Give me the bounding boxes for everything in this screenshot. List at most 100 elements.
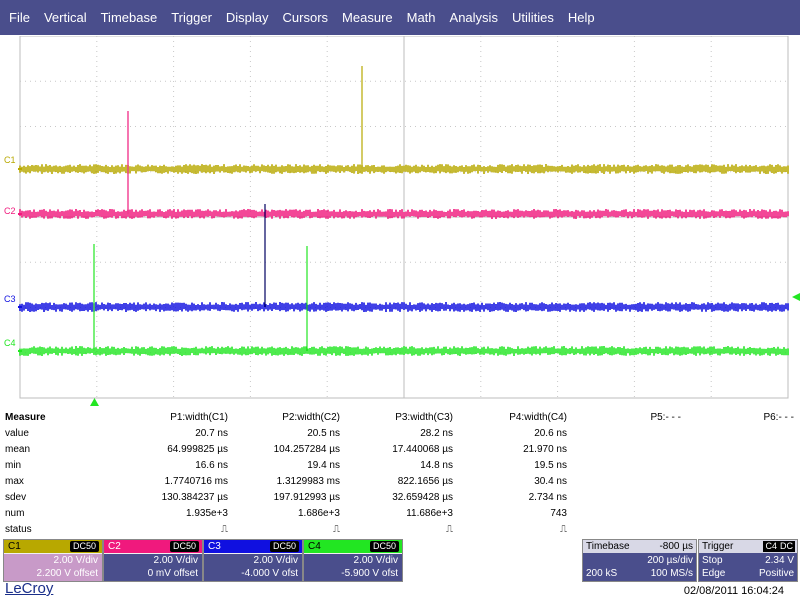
p1-header[interactable]: P1:width(C1) (170, 412, 228, 423)
cell: 1.686e+3 (298, 508, 340, 519)
cell: 19.5 ns (534, 460, 567, 471)
measure-row-value: value 20.7 ns 20.5 ns 28.2 ns 20.6 ns (0, 426, 800, 442)
timebase-panel[interactable]: Timebase -800 µs 200 µs/div 200 kS 100 M… (582, 539, 697, 582)
trigger-position-marker[interactable] (90, 398, 99, 406)
cell: 20.5 ns (307, 428, 340, 439)
c4-name: C4 (308, 541, 321, 552)
status-icon: ⎍ (333, 524, 340, 535)
trigger-type: Edge (702, 568, 726, 579)
c3-name: C3 (208, 541, 221, 552)
timebase-delay: -800 µs (659, 541, 693, 552)
measure-row-max: max 1.7740716 ms 1.3129983 ms 822.1656 µ… (0, 474, 800, 490)
trigger-level: 2.34 V (765, 555, 794, 566)
c2-header: C2 DC50 (104, 540, 202, 553)
trigger-panel[interactable]: Trigger C4 DC Stop 2.34 V Edge Positive (698, 539, 798, 582)
p6-header[interactable]: P6:- - - (763, 412, 794, 423)
waveform-traces (18, 66, 789, 356)
c1-name: C1 (8, 541, 21, 552)
p3-header[interactable]: P3:width(C3) (395, 412, 453, 423)
c3-offset: -4.000 V ofst (241, 568, 298, 579)
trigger-coupling-badge: DC (778, 541, 795, 552)
c4-offset: -5.900 V ofst (341, 568, 398, 579)
c4-header: C4 DC50 (304, 540, 402, 553)
c4-waveform (19, 346, 789, 356)
menu-cursors[interactable]: Cursors (282, 10, 329, 25)
c2-vdiv: 2.00 V/div (153, 555, 198, 566)
cell: 11.686e+3 (406, 508, 453, 519)
menu-help[interactable]: Help (567, 10, 595, 25)
measure-row-status: status ⎍ ⎍ ⎍ ⎍ (0, 522, 800, 538)
measure-row-min: min 16.6 ns 19.4 ns 14.8 ns 19.5 ns (0, 458, 800, 474)
p2-header[interactable]: P2:width(C2) (282, 412, 340, 423)
menu-trigger[interactable]: Trigger (171, 10, 212, 25)
channel-c2-panel[interactable]: C2 DC50 2.00 V/div 0 mV offset (103, 539, 203, 582)
cell: 19.4 ns (307, 460, 340, 471)
p5-header[interactable]: P5:- - - (650, 412, 681, 423)
waveform-canvas: C1 C2 C3 C4 (4, 36, 800, 406)
cell: 130.384237 µs (161, 492, 228, 503)
menu-file[interactable]: File (9, 10, 30, 25)
cell: 2.734 ns (528, 492, 567, 503)
menu-timebase[interactable]: Timebase (100, 10, 158, 25)
channel-c4-panel[interactable]: C4 DC50 2.00 V/div -5.900 V ofst (303, 539, 403, 582)
status-icon: ⎍ (446, 524, 453, 535)
measure-row-sdev: sdev 130.384237 µs 197.912993 µs 32.6594… (0, 490, 800, 506)
timebase-rate: 100 MS/s (650, 568, 693, 579)
row-label: status (5, 524, 32, 535)
measure-title: Measure (5, 412, 46, 423)
cell: 1.3129983 ms (276, 476, 340, 487)
c2-body: 2.00 V/div 0 mV offset (104, 554, 202, 581)
c1-body: 2.00 V/div 2.200 V offset (4, 554, 102, 581)
c4-vdiv: 2.00 V/div (353, 555, 398, 566)
cell: 197.912993 µs (273, 492, 340, 503)
c3-vdiv: 2.00 V/div (253, 555, 298, 566)
measure-header-row: Measure P1:width(C1) P2:width(C2) P3:wid… (0, 410, 800, 426)
waveform-grid[interactable]: C1 C2 C3 C4 (0, 36, 800, 406)
row-label: num (5, 508, 25, 519)
cell: 21.970 ns (523, 444, 567, 455)
menu-display[interactable]: Display (225, 10, 269, 25)
menu-vertical[interactable]: Vertical (43, 10, 87, 25)
cell: 822.1656 µs (397, 476, 453, 487)
measure-row-mean: mean 64.999825 µs 104.257284 µs 17.44006… (0, 442, 800, 458)
c3-trace-label[interactable]: C3 (4, 294, 16, 304)
timebase-tdiv: 200 µs/div (647, 555, 693, 566)
c1-coupling-badge: DC50 (69, 541, 99, 552)
c4-trace-label[interactable]: C4 (4, 338, 16, 348)
cell: 20.7 ns (195, 428, 228, 439)
c4-coupling-badge: DC50 (369, 541, 399, 552)
cell: 30.4 ns (534, 476, 567, 487)
row-label: value (5, 428, 29, 439)
channel-c3-panel[interactable]: C3 DC50 2.00 V/div -4.000 V ofst (203, 539, 303, 582)
c4-body: 2.00 V/div -5.900 V ofst (304, 554, 402, 581)
trigger-level-marker[interactable] (792, 293, 800, 301)
footer: LeCroy 02/08/2011 16:04:24 (0, 580, 800, 600)
cell: 28.2 ns (420, 428, 453, 439)
c1-trace-label[interactable]: C1 (4, 155, 16, 165)
date-time: 02/08/2011 16:04:24 (683, 585, 784, 597)
status-icon: ⎍ (560, 524, 567, 535)
c2-offset: 0 mV offset (147, 568, 198, 579)
cell: 1.7740716 ms (164, 476, 228, 487)
measure-table: Measure P1:width(C1) P2:width(C2) P3:wid… (0, 410, 800, 535)
channel-markers: C1 C2 C3 C4 (4, 155, 800, 406)
menu-utilities[interactable]: Utilities (511, 10, 554, 25)
p4-header[interactable]: P4:width(C4) (509, 412, 567, 423)
c3-body: 2.00 V/div -4.000 V ofst (204, 554, 302, 581)
cell: 104.257284 µs (273, 444, 340, 455)
cell: 16.6 ns (195, 460, 228, 471)
channel-c1-panel[interactable]: C1 DC50 2.00 V/div 2.200 V offset (3, 539, 103, 582)
c2-trace-label[interactable]: C2 (4, 206, 16, 216)
c3-header: C3 DC50 (204, 540, 302, 553)
c1-header: C1 DC50 (4, 540, 102, 553)
menu-measure[interactable]: Measure (342, 10, 393, 25)
c1-offset: 2.200 V offset (36, 568, 98, 579)
cell: 743 (550, 508, 567, 519)
trigger-label: Trigger (702, 541, 734, 552)
menu-bar: File Vertical Timebase Trigger Display C… (0, 0, 800, 35)
cell: 32.659428 µs (392, 492, 453, 503)
menu-math[interactable]: Math (406, 10, 436, 25)
menu-analysis[interactable]: Analysis (449, 10, 498, 25)
c2-coupling-badge: DC50 (169, 541, 199, 552)
c2-waveform (19, 209, 789, 219)
